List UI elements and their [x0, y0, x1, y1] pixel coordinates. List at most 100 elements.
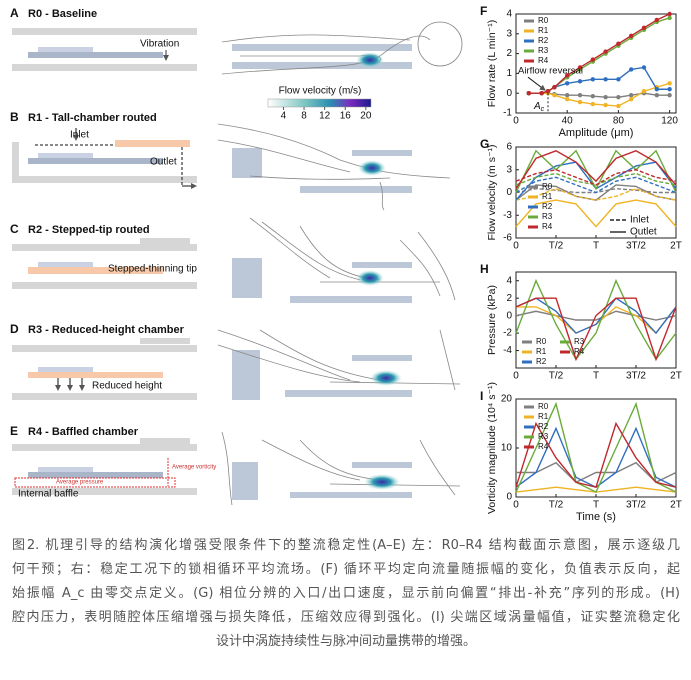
x-tick-label: 40: [562, 116, 574, 127]
x-tick-label: T: [593, 500, 599, 511]
x-tick-label: 2T: [670, 241, 682, 252]
point: [603, 94, 608, 100]
inlet-line: [515, 187, 677, 201]
series-line: [515, 149, 677, 193]
legend-label: R4: [538, 56, 549, 65]
point: [565, 92, 570, 98]
inlet-line: [515, 172, 677, 186]
point: [667, 81, 672, 86]
legend-label: R4: [538, 442, 549, 451]
legend-label: R1: [538, 26, 549, 35]
x-tick-label: 0: [513, 241, 519, 252]
y-tick-label: 3: [506, 164, 512, 175]
symbol: A: [533, 101, 541, 112]
series-line: [515, 278, 677, 361]
annotation: Airflow reversal: [518, 66, 583, 77]
annotation: Stepped-thinning tip: [108, 264, 197, 275]
x-tick-label: 0: [513, 371, 519, 382]
point: [565, 73, 570, 78]
panel-title: R3 - Reduced-height chamber: [28, 324, 185, 336]
flow-d: [217, 329, 461, 400]
inlet-line: [515, 169, 677, 186]
series-line: [515, 150, 677, 190]
caption-line: 图2. 机理引导的结构演化增强受限条件下的整流稳定性(A–E) 左：R0–R4 …: [12, 538, 680, 553]
legend-label: R3: [542, 212, 553, 221]
colorbar: [267, 98, 372, 108]
colorbar-tick-label: 16: [340, 111, 352, 122]
annotation: Average vorticity: [172, 465, 216, 471]
point: [667, 15, 672, 21]
x-axis-label: Time (s): [576, 511, 616, 523]
series-line: [528, 82, 670, 107]
point: [629, 33, 634, 38]
point: [667, 92, 672, 98]
caption-line: 腔内压力，表明随腔体压缩增强与损失降低，压缩效应得到强化。(I) 尖端区域涡量幅…: [12, 610, 680, 625]
schematic-a: [12, 28, 197, 71]
caption-line: 始振幅 A_c 由零交点定义。(G) 相位分辨的入口/出口速度，显示前向偏置“排…: [12, 586, 680, 601]
legend-label: R1: [536, 347, 547, 356]
series-line: [515, 199, 677, 228]
annotation: Reduced height: [92, 381, 162, 392]
caption-line: 设计中涡旋持续性与脉冲间动量携带的增强。: [215, 634, 476, 649]
panel-letter: C: [10, 222, 19, 236]
panel-title: R1 - Tall-chamber routed: [28, 112, 157, 124]
point: [539, 91, 544, 96]
figure: Flow velocity (m/s) A R0 - Baseline Vibrat…: [10, 4, 682, 523]
y-axis-label: Flow velocity (m s⁻¹): [486, 145, 498, 241]
point: [641, 89, 647, 94]
series-line: [515, 297, 677, 335]
panel-letter: B: [10, 110, 19, 124]
point: [641, 25, 647, 31]
y-tick-label: -1: [503, 108, 512, 119]
panel-letter: H: [480, 262, 489, 276]
annotation: Internal baffle: [18, 489, 79, 500]
point: [545, 89, 551, 94]
panel-letter: A: [10, 6, 19, 20]
panel-letter: D: [10, 322, 19, 336]
subscript: c: [541, 106, 545, 113]
x-tick-label: 2T: [670, 371, 682, 382]
x-tick-label: T/2: [549, 371, 564, 382]
point: [565, 96, 570, 102]
point: [654, 17, 659, 23]
point: [629, 96, 634, 102]
panel-letter: I: [480, 389, 483, 403]
point: [603, 102, 608, 108]
x-tick-label: T/2: [549, 500, 564, 511]
point: [616, 94, 621, 100]
y-tick-label: 1: [506, 68, 512, 79]
point: [667, 11, 672, 17]
colorbar-tick-label: 8: [301, 111, 307, 122]
point: [526, 91, 531, 96]
x-tick-label: 3T/2: [626, 241, 646, 252]
flow-c: [232, 217, 456, 303]
flow-e: [221, 431, 461, 506]
point: [565, 81, 570, 86]
schematic-b: [12, 128, 197, 189]
panel-letter: G: [480, 137, 489, 151]
legend-label: R3: [574, 337, 585, 346]
x-axis-label: Amplitude (μm): [559, 127, 634, 139]
point: [616, 41, 621, 46]
x-tick-label: 0: [513, 116, 519, 127]
point: [654, 87, 659, 92]
series-line: [516, 461, 677, 484]
y-tick-label: -2: [503, 328, 512, 339]
series-line: [515, 297, 677, 362]
panel-letter: F: [480, 4, 487, 18]
legend-label: R2: [538, 422, 549, 431]
point: [616, 77, 621, 82]
y-tick-label: 0: [506, 492, 512, 503]
series-line: [528, 13, 670, 94]
point: [577, 99, 583, 105]
x-tick-label: 2T: [670, 500, 682, 511]
colorbar-label: Flow velocity (m/s): [279, 86, 362, 97]
legend-label: R3: [538, 46, 549, 55]
legend-label: Inlet: [630, 215, 649, 226]
y-tick-label: 6: [506, 142, 512, 153]
flow-a: [221, 21, 463, 75]
annotation: Average pressure: [56, 480, 104, 486]
point: [654, 92, 659, 98]
plot-frame: [515, 13, 677, 114]
legend-label: Outlet: [630, 227, 657, 238]
